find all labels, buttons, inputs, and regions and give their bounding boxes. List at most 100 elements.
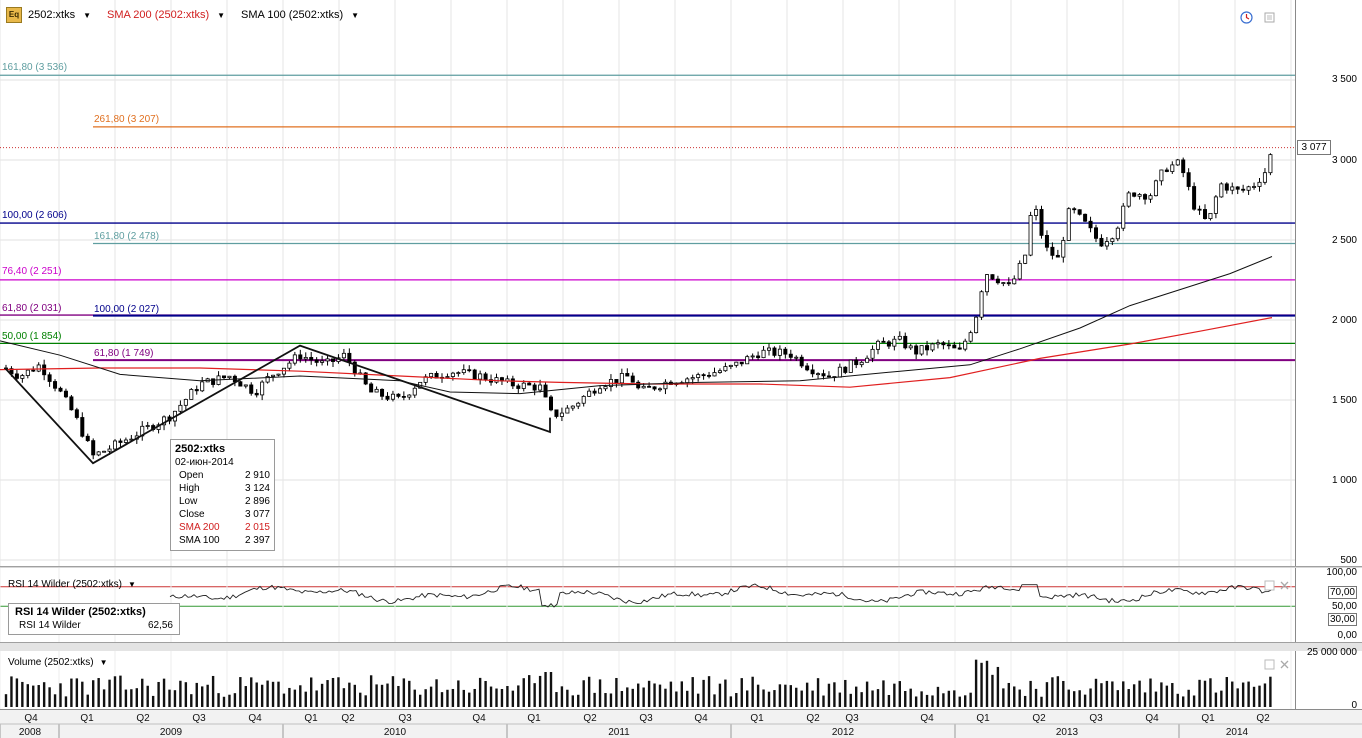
candle [777,345,782,361]
price-y-axis[interactable]: 3 500 3 000 2 500 2 000 1 500 1 000 500 [1295,0,1362,566]
quarter-label: Q2 [1032,713,1046,724]
candle [897,331,902,341]
volume-bar [315,690,318,707]
volume-bar [211,675,215,707]
volume-bar [419,694,422,707]
volume-bar [953,690,956,707]
candle [570,405,575,411]
last-price-tag: 3 077 [1297,140,1331,155]
volume-bar [713,694,716,707]
close-icon[interactable] [1278,658,1291,671]
volume-bar [849,693,852,707]
volume-y-axis[interactable]: 25 000 000 0 [1295,647,1362,711]
volume-bar [1231,681,1234,707]
chevron-down-icon[interactable]: ▼ [99,658,108,667]
candle [985,274,990,296]
volume-bar [871,690,874,707]
ohlc-tooltip: 2502:xtks 02-июн-2014 Open 2 910 High 3 12… [170,439,275,551]
rsi-label[interactable]: RSI 14 Wilder (2502:xtks) [8,579,122,590]
candle [848,359,853,373]
candle [854,356,859,369]
candle [461,364,466,375]
quarter-label: Q4 [248,713,262,724]
price-chart[interactable] [0,0,1295,566]
volume-pane[interactable]: Volume (2502:xtks) ▼ [0,651,1295,710]
candle [930,342,935,352]
candle [309,352,314,365]
volume-bar [544,672,547,707]
candle [935,339,940,349]
candle [494,373,499,384]
sma200-label[interactable]: SMA 200 (2502:xtks) [107,9,210,21]
sma100-label[interactable]: SMA 100 (2502:xtks) [241,9,344,21]
volume-bar [1160,682,1163,707]
quarter-label: Q4 [920,713,934,724]
candle [859,360,864,368]
volume-bar [1051,677,1054,707]
volume-chart[interactable] [0,651,1295,709]
quarter-label: Q4 [472,713,486,724]
symbol-label[interactable]: 2502:xtks [28,9,76,21]
volume-bar [1029,680,1032,707]
maximize-icon[interactable] [1263,579,1276,592]
volume-bar [135,688,138,707]
chevron-down-icon[interactable]: ▼ [351,10,360,20]
chevron-down-icon[interactable]: ▼ [127,580,136,589]
year-label: 2008 [19,727,42,738]
volume-bar [593,692,596,707]
volume-bar [495,688,498,707]
candle [260,380,265,401]
volume-bar [517,685,520,707]
volume-bar [260,684,264,707]
volume-bar [59,683,62,707]
chevron-down-icon[interactable]: ▼ [83,10,92,20]
volume-bar [331,677,335,707]
rsi-pane[interactable]: RSI 14 Wilder (2502:xtks) ▼ [0,568,1295,643]
volume-bar [42,682,46,707]
candle [549,395,554,412]
candle [85,433,90,442]
volume-bar [337,677,340,707]
candle [74,407,79,420]
volume-label[interactable]: Volume (2502:xtks) [8,657,94,668]
rsi-chart[interactable] [0,568,1295,642]
volume-bar [21,681,24,707]
year-label: 2011 [608,727,630,738]
volume-bar [81,681,84,707]
clock-icon[interactable] [1240,11,1253,24]
volume-bar [288,687,291,707]
volume-bar [157,681,160,707]
candle [380,388,385,400]
volume-bar [113,676,117,707]
volume-bar [1220,690,1223,707]
volume-bar [789,685,792,707]
volume-bar [511,690,515,707]
candle [876,339,881,355]
equity-icon[interactable]: Eq [6,7,22,23]
volume-bar [800,690,803,707]
volume-bar [102,689,106,707]
chevron-down-icon[interactable]: ▼ [217,10,226,20]
rsi-y-axis[interactable]: 100,00 70,00 50,00 30,00 0,00 [1295,567,1362,642]
candle [118,438,123,448]
volume-bar [1013,686,1016,707]
time-axis[interactable]: Q4 Q1 Q2 Q3 Q4 Q1 Q2 Q3 Q4 Q1 Q2 Q3 Q4 Q1 Q2 Q3 Q4 Q1 Q2 Q3… [0,709,1362,738]
close-icon[interactable] [1278,579,1291,592]
volume-bar [179,680,182,707]
volume-bar [1083,694,1087,707]
candle [1132,192,1137,198]
volume-bar [805,682,809,707]
volume-bar [1023,695,1027,707]
volume-bar [1252,686,1256,707]
volume-bar [642,687,645,707]
volume-bar [4,694,8,707]
rsi-tick: 100,00 [1326,567,1357,578]
quarter-label: Q1 [304,713,318,724]
candle [794,355,799,361]
volume-bar [615,677,618,707]
maximize-icon[interactable] [1263,11,1276,24]
maximize-icon[interactable] [1263,658,1276,671]
volume-bar [1034,688,1038,707]
price-pane[interactable]: Eq 2502:xtks ▼ SMA 200 (2502:xtks) ▼ SMA… [0,0,1295,567]
volume-bar [277,681,280,707]
